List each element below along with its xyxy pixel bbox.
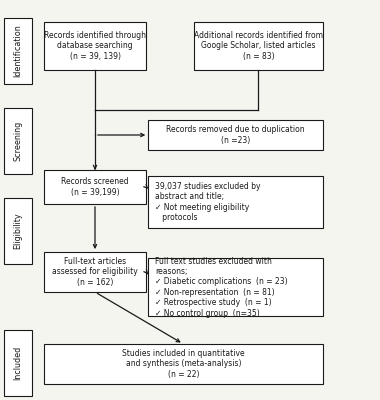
FancyBboxPatch shape [194,22,323,70]
FancyBboxPatch shape [148,176,323,228]
FancyBboxPatch shape [44,344,323,384]
FancyBboxPatch shape [4,108,32,174]
FancyBboxPatch shape [148,120,323,150]
Text: Eligibility: Eligibility [14,213,22,249]
FancyBboxPatch shape [44,170,146,204]
Text: Studies included in quantitative
and synthesis (meta-analysis)
(n = 22): Studies included in quantitative and syn… [122,349,245,379]
FancyBboxPatch shape [148,258,323,316]
FancyBboxPatch shape [4,18,32,84]
Text: Records removed due to duplication
(n =23): Records removed due to duplication (n =2… [166,125,305,145]
Text: Full text studies excluded with
reasons;
✓ Diabetic complications  (n = 23)
✓ No: Full text studies excluded with reasons;… [155,256,288,318]
Text: 39,037 studies excluded by
abstract and title;
✓ Not meeting eligibility
   prot: 39,037 studies excluded by abstract and … [155,182,261,222]
FancyBboxPatch shape [44,22,146,70]
Text: Identification: Identification [14,25,22,77]
FancyBboxPatch shape [4,198,32,264]
Text: Records identified through
database searching
(n = 39, 139): Records identified through database sear… [44,31,146,61]
Text: Screening: Screening [14,121,22,161]
Text: Records screened
(n = 39,199): Records screened (n = 39,199) [61,177,129,197]
Text: Included: Included [14,346,22,380]
Text: Additional records identified from
Google Scholar, listed articles
(n = 83): Additional records identified from Googl… [194,31,323,61]
FancyBboxPatch shape [44,252,146,292]
FancyBboxPatch shape [4,330,32,396]
Text: Full-text articles
assessed for eligibility
(n = 162): Full-text articles assessed for eligibil… [52,257,138,287]
